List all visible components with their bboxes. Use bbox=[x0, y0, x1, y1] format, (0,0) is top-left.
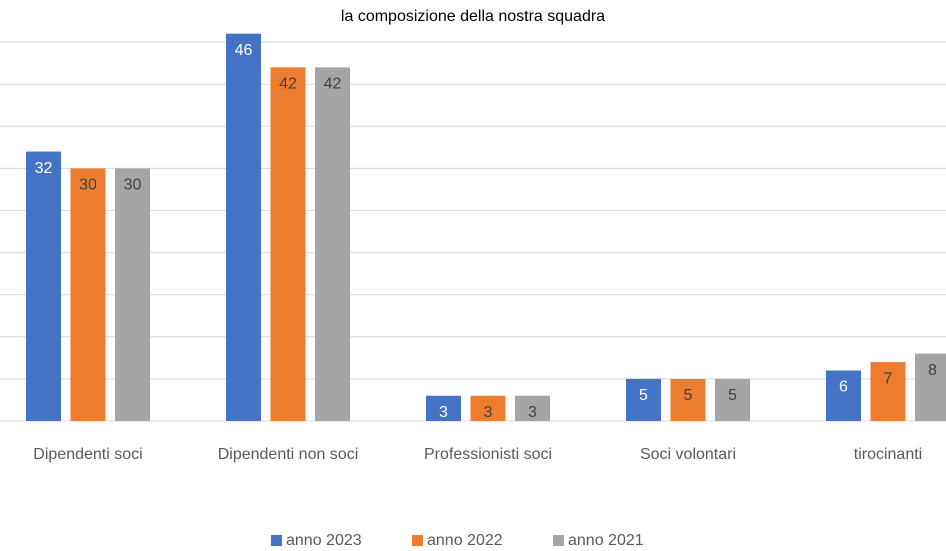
data-label: 3 bbox=[528, 404, 537, 421]
bar bbox=[715, 378, 750, 421]
bar bbox=[315, 67, 350, 422]
bar bbox=[226, 33, 261, 422]
bar bbox=[870, 362, 906, 421]
bar bbox=[115, 168, 150, 421]
legend-label: anno 2021 bbox=[568, 532, 644, 549]
legend-swatch bbox=[271, 535, 282, 546]
bar bbox=[70, 168, 106, 421]
bar bbox=[826, 370, 861, 421]
legend: anno 2023 anno 2022 anno 2021 bbox=[271, 532, 644, 549]
bar bbox=[426, 395, 461, 421]
x-tick-label: Professionisti soci bbox=[424, 446, 552, 463]
data-label: 3 bbox=[484, 404, 493, 421]
data-label: 3 bbox=[439, 404, 448, 421]
x-tick-label: Soci volontari bbox=[640, 446, 736, 463]
legend-label: anno 2023 bbox=[286, 532, 362, 549]
bar bbox=[470, 395, 506, 421]
data-label: 7 bbox=[884, 370, 893, 387]
data-label: 46 bbox=[235, 42, 253, 59]
bar bbox=[270, 67, 306, 422]
x-tick-label: tirocinanti bbox=[854, 446, 922, 463]
x-tick-label: Dipendenti soci bbox=[33, 446, 142, 463]
bar bbox=[515, 395, 550, 421]
data-label: 30 bbox=[79, 177, 97, 194]
bar bbox=[670, 378, 706, 421]
bar bbox=[626, 378, 661, 421]
legend-swatch bbox=[553, 535, 564, 546]
data-label: 42 bbox=[279, 76, 297, 93]
x-tick-label: Dipendenti non soci bbox=[218, 446, 359, 463]
data-label: 30 bbox=[124, 177, 142, 194]
bar bbox=[26, 151, 61, 421]
legend-swatch bbox=[412, 535, 423, 546]
data-label: 5 bbox=[639, 387, 648, 404]
data-label: 5 bbox=[728, 387, 737, 404]
bar bbox=[915, 353, 946, 421]
data-label: 6 bbox=[839, 379, 848, 396]
legend-label: anno 2022 bbox=[427, 532, 503, 549]
data-label: 5 bbox=[684, 387, 693, 404]
data-label: 42 bbox=[324, 76, 342, 93]
chart-title: la composizione della nostra squadra bbox=[341, 8, 605, 25]
data-label: 8 bbox=[928, 362, 937, 379]
data-label: 32 bbox=[35, 160, 53, 177]
